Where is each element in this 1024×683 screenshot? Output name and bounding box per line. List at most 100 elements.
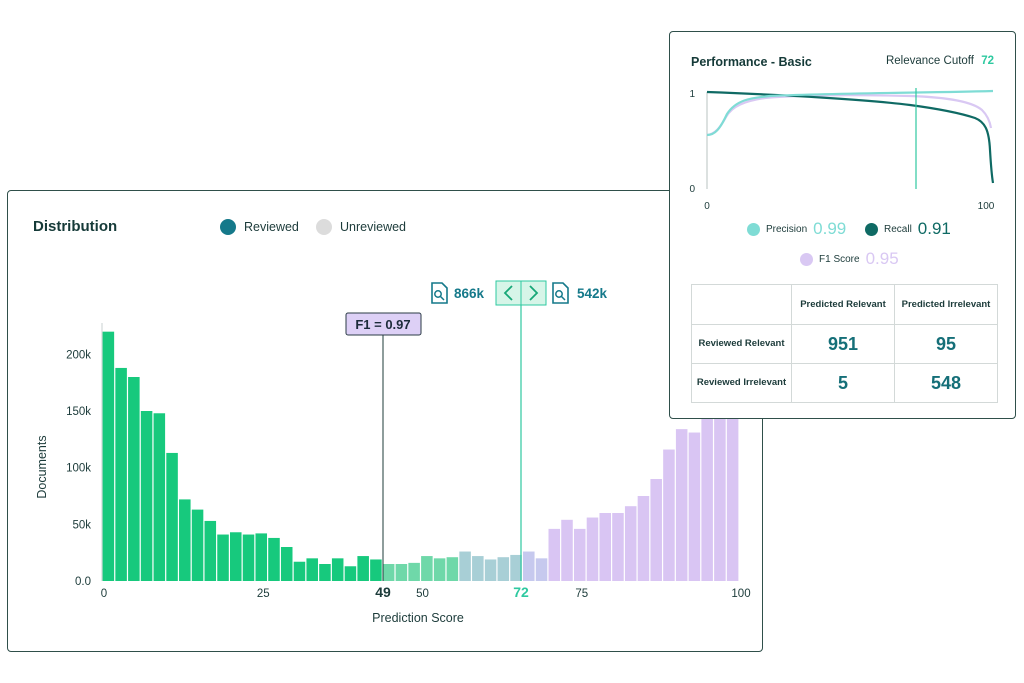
histogram-bar[interactable] <box>663 449 675 581</box>
histogram-bar[interactable] <box>344 566 357 581</box>
histogram-bar[interactable] <box>242 534 255 581</box>
metric-recall: Recall 0.91 <box>865 219 951 239</box>
metric-f1-score: F1 Score 0.95 <box>800 249 899 269</box>
histogram-bar[interactable] <box>115 367 127 581</box>
legend-reviewed-dot <box>220 219 236 235</box>
histogram-bar[interactable] <box>497 557 510 581</box>
histogram-bar[interactable] <box>331 558 344 581</box>
histogram-bar[interactable] <box>472 556 484 581</box>
histogram-bar[interactable] <box>357 556 369 581</box>
histogram-bar[interactable] <box>433 558 446 581</box>
histogram-bar[interactable] <box>268 537 280 581</box>
precision-dot <box>747 222 760 236</box>
perf-x-tick-0: 0 <box>704 201 710 212</box>
perf-y-tick-1: 1 <box>689 89 695 100</box>
distribution-title: Distribution <box>33 218 118 235</box>
chevron-left-icon <box>503 285 513 301</box>
precision-curve <box>706 89 994 137</box>
metric-precision: Precision 0.99 <box>747 219 846 239</box>
histogram-bar[interactable] <box>650 479 662 581</box>
histogram-bar[interactable] <box>179 499 191 581</box>
histogram-bar[interactable] <box>624 506 637 581</box>
histogram-bars <box>102 331 739 581</box>
performance-panel: Performance - Basic Relevance Cutoff 72 … <box>669 31 1016 419</box>
cell-true-negative[interactable]: 548 <box>894 363 998 403</box>
y-tick-label: 50k <box>72 519 91 531</box>
histogram-bar[interactable] <box>561 519 573 581</box>
legend-unreviewed-label: Unreviewed <box>340 220 407 234</box>
f1-position-label: 49 <box>375 584 391 600</box>
histogram-bar[interactable] <box>484 559 497 581</box>
precision-value: 0.99 <box>813 219 847 238</box>
col-header-predicted-irrelevant: Predicted Irrelevant <box>894 284 998 325</box>
x-tick-label: 25 <box>257 588 270 600</box>
relevance-cutoff-label: Relevance Cutoff <box>885 55 974 67</box>
histogram-bar[interactable] <box>586 517 599 581</box>
histogram-bar[interactable] <box>204 520 217 581</box>
recall-dot <box>865 222 878 236</box>
left-document-search-icon[interactable] <box>431 282 448 304</box>
next-button[interactable] <box>520 280 547 306</box>
histogram-bar[interactable] <box>153 413 166 581</box>
histogram-bar[interactable] <box>293 561 306 581</box>
y-tick-label: 150k <box>66 406 91 418</box>
confusion-corner <box>691 284 792 325</box>
histogram-bar[interactable] <box>548 528 561 581</box>
histogram-bar[interactable] <box>573 528 586 581</box>
histogram-bar[interactable] <box>714 411 726 581</box>
histogram-bar[interactable] <box>701 418 713 581</box>
histogram-bar[interactable] <box>217 534 229 581</box>
perf-y-tick-0: 0 <box>689 184 695 195</box>
col-header-predicted-relevant: Predicted Relevant <box>791 284 895 325</box>
f1-score-dot <box>800 252 813 266</box>
legend-reviewed-label: Reviewed <box>244 220 299 234</box>
cell-false-positive[interactable]: 5 <box>791 363 895 403</box>
histogram-bar[interactable] <box>102 331 115 581</box>
histogram-bar[interactable] <box>612 513 624 581</box>
y-tick-label: 100k <box>66 463 91 475</box>
relevance-cutoff-value: 72 <box>981 55 994 67</box>
histogram-bar[interactable] <box>319 564 331 581</box>
histogram-bar[interactable] <box>523 551 535 581</box>
histogram-bar[interactable] <box>599 513 611 581</box>
histogram-bar[interactable] <box>421 556 433 581</box>
row-header-reviewed-irrelevant: Reviewed Irrelevant <box>691 363 792 403</box>
histogram-bar[interactable] <box>306 558 318 581</box>
y-axis-label: Documents <box>35 435 49 498</box>
histogram-bar[interactable] <box>230 532 242 581</box>
histogram-bar[interactable] <box>726 409 739 581</box>
recall-label: Recall <box>884 223 912 235</box>
cell-true-positive[interactable]: 951 <box>791 324 895 364</box>
histogram-bar[interactable] <box>446 557 459 581</box>
precision-label: Precision <box>766 223 808 235</box>
legend-unreviewed-dot <box>316 219 332 235</box>
prev-button[interactable] <box>495 280 522 306</box>
histogram-bar[interactable] <box>140 411 153 581</box>
histogram-bar[interactable] <box>510 554 522 581</box>
histogram-bar[interactable] <box>395 564 408 581</box>
cell-false-negative[interactable]: 95 <box>894 324 998 364</box>
histogram-bar[interactable] <box>459 551 471 581</box>
x-tick-label: 75 <box>575 588 588 600</box>
histogram-bar[interactable] <box>382 564 395 581</box>
histogram-bar[interactable] <box>675 429 688 581</box>
histogram-bar[interactable] <box>637 496 650 581</box>
x-tick-label: 100 <box>731 588 750 600</box>
relevance-cutoff: Relevance Cutoff 72 <box>886 55 994 67</box>
histogram-bar[interactable] <box>688 432 701 581</box>
histogram-bar[interactable] <box>370 559 382 581</box>
histogram-bar[interactable] <box>166 452 178 581</box>
histogram-bar[interactable] <box>128 377 140 581</box>
histogram-bar[interactable] <box>535 558 548 581</box>
y-axis: 0.0 50k 100k 150k 200k <box>66 323 103 588</box>
right-document-search-icon[interactable] <box>552 282 569 304</box>
histogram-bar[interactable] <box>280 547 293 581</box>
histogram-bar[interactable] <box>255 533 268 581</box>
x-tick-label: 0 <box>101 588 107 600</box>
x-tick-label: 50 <box>416 588 429 600</box>
histogram-bar[interactable] <box>408 562 420 581</box>
histogram-bar[interactable] <box>191 509 204 581</box>
x-axis-label: Prediction Score <box>372 611 464 625</box>
left-count: 866k <box>454 286 485 301</box>
f1-badge <box>345 312 422 336</box>
